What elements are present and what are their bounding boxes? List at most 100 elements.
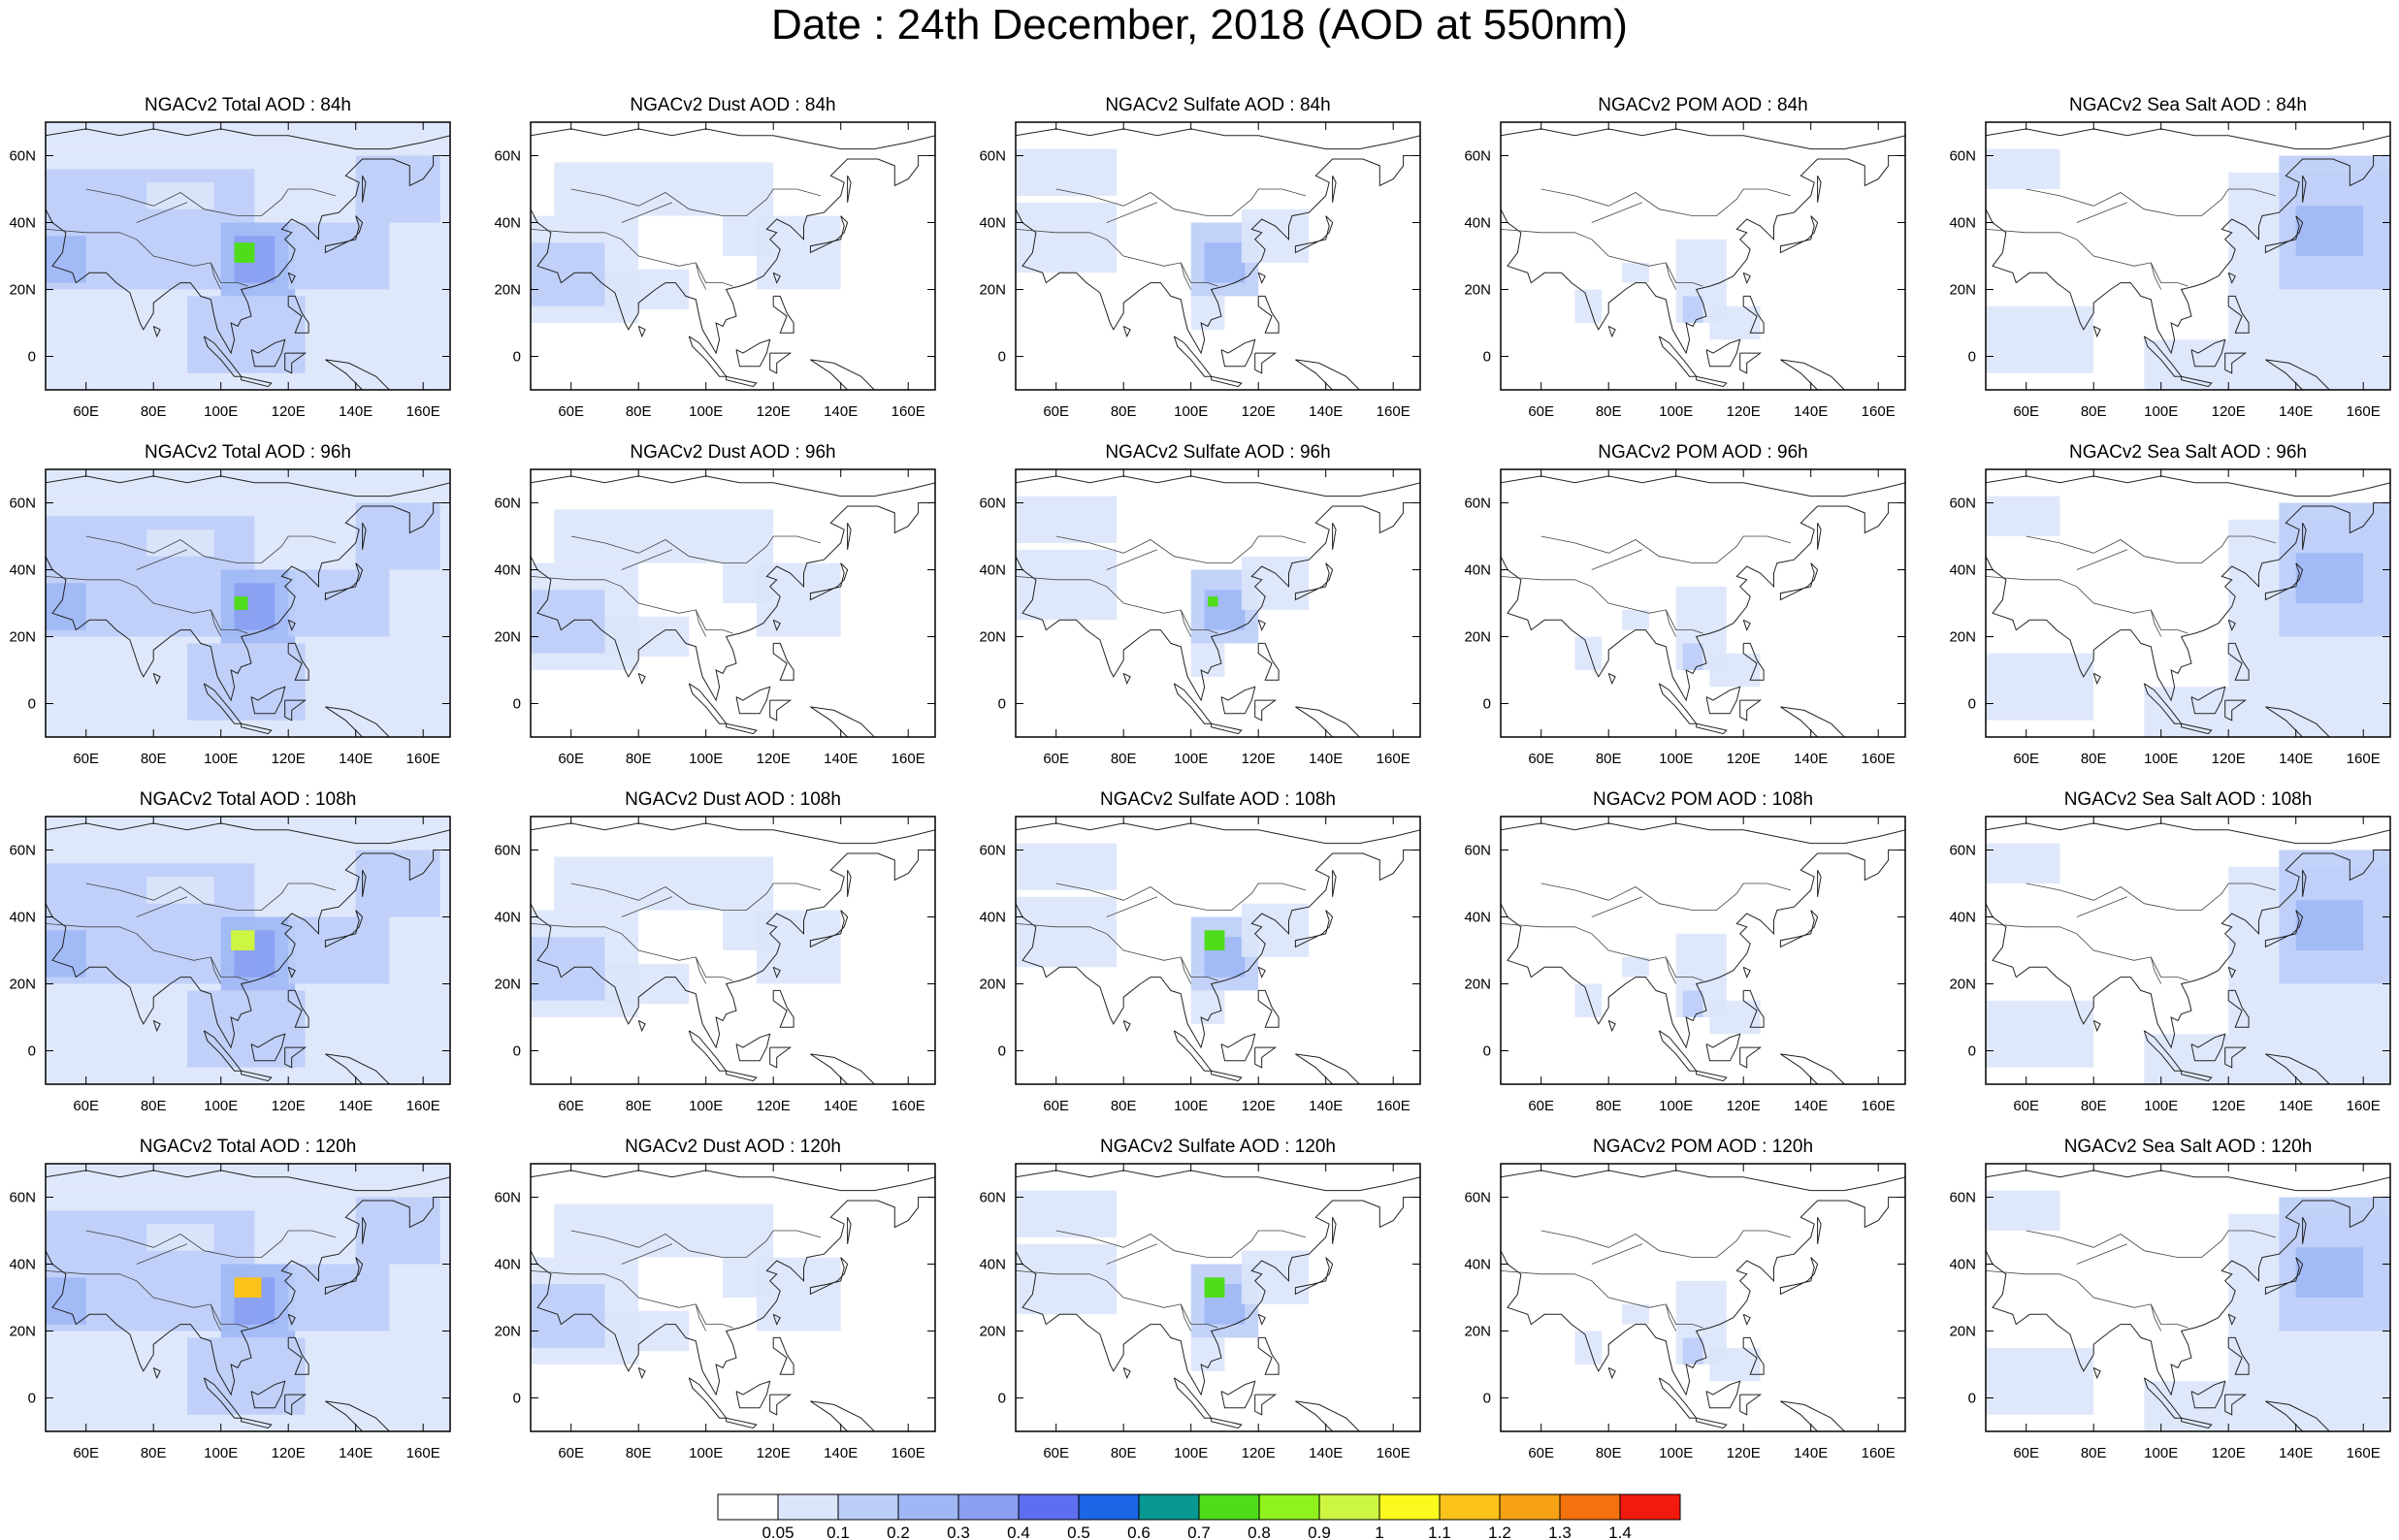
- island-outline: [362, 1216, 367, 1244]
- panel-frame: [1985, 121, 2391, 391]
- aod-shading: [1016, 148, 1118, 196]
- lon-tick-label: 140E: [2279, 751, 2313, 767]
- colorbar-label: 1.2: [1488, 1524, 1511, 1540]
- aod-shading: [288, 1264, 390, 1331]
- lon-tick-label: 120E: [1727, 403, 1761, 420]
- lat-tick-label: 60N: [979, 496, 1006, 512]
- country-border: [570, 188, 822, 216]
- colorbar-swatch: [1318, 1493, 1380, 1521]
- island-outline: [287, 1313, 296, 1326]
- island-outline: [772, 1336, 794, 1375]
- lon-tick-label: 80E: [1111, 751, 1137, 767]
- island-outline: [1220, 1033, 1256, 1062]
- country-border: [1055, 1230, 1307, 1258]
- lon-tick-label: 100E: [689, 403, 723, 420]
- country-border: [1540, 1230, 1792, 1258]
- aod-shading: [531, 590, 605, 654]
- island-outline: [2227, 1313, 2236, 1326]
- country-border: [2026, 1230, 2277, 1258]
- panel-frame: [1015, 468, 1421, 738]
- aod-shading: [146, 877, 214, 904]
- aod-shading: [1622, 956, 1649, 978]
- coastline: [1016, 850, 1420, 1049]
- lon-tick-label: 100E: [1174, 1098, 1208, 1114]
- coastline: [1501, 502, 1905, 702]
- lon-tick-label: 140E: [824, 403, 858, 420]
- lon-tick-label: 140E: [1309, 751, 1343, 767]
- coastline: [1501, 850, 1905, 1049]
- lat-tick-label: 40N: [979, 910, 1006, 926]
- island-outline: [1173, 683, 1213, 724]
- aod-shading: [1204, 590, 1246, 630]
- island-outline: [2181, 722, 2213, 735]
- map-panel-r2-c4: NGACv2 POM AOD : 96h 60E 80E 100E 120E 140E 16…: [1464, 442, 1906, 767]
- aod-shading: [723, 1257, 774, 1298]
- country-border: [1180, 956, 1192, 984]
- map-panel-r2-c5: NGACv2 Sea Salt AOD : 96h 60E 80E 100E 120E 1…: [1949, 442, 2391, 767]
- island-outline: [2190, 1033, 2226, 1062]
- lon-tick-label: 140E: [1794, 751, 1828, 767]
- aod-shading: [1016, 896, 1118, 968]
- lon-tick-label: 100E: [689, 1445, 723, 1461]
- island-outline: [1607, 1366, 1616, 1380]
- coastline: [1501, 822, 1905, 845]
- island-outline: [2302, 1216, 2307, 1244]
- aod-shading: [46, 469, 450, 497]
- coastline: [1016, 128, 1420, 150]
- country-border: [1501, 229, 1703, 287]
- lat-tick-label: 20N: [1464, 629, 1491, 646]
- country-border: [85, 882, 337, 911]
- country-border: [621, 896, 673, 917]
- island-outline: [2143, 683, 2183, 724]
- lon-tick-label: 140E: [1794, 1098, 1828, 1114]
- island-outline: [809, 910, 849, 948]
- lon-tick-label: 160E: [2347, 1445, 2381, 1461]
- lon-tick-label: 120E: [272, 403, 306, 420]
- lat-tick-label: 40N: [1949, 1257, 1976, 1273]
- lon-tick-label: 80E: [1596, 1445, 1622, 1461]
- panel-frame: [530, 468, 936, 738]
- island-outline: [772, 642, 794, 681]
- lat-tick-label: 40N: [494, 910, 521, 926]
- panel-title: NGACv2 Dust AOD : 96h: [630, 442, 835, 463]
- aod-shading: [1986, 148, 2060, 189]
- country-border: [1501, 1270, 1703, 1329]
- lat-tick-label: 0: [1968, 696, 1976, 713]
- lon-tick-label: 120E: [2212, 1098, 2246, 1114]
- island-outline: [2227, 642, 2250, 681]
- island-outline: [2264, 1257, 2304, 1296]
- island-outline: [726, 1417, 758, 1429]
- aod-hotspot: [1204, 930, 1225, 950]
- island-outline: [1122, 325, 1131, 338]
- country-border: [2150, 1303, 2162, 1331]
- lon-tick-label: 120E: [272, 751, 306, 767]
- island-outline: [726, 1070, 758, 1082]
- lon-tick-label: 140E: [824, 1445, 858, 1461]
- lon-tick-label: 80E: [626, 1098, 652, 1114]
- island-outline: [847, 522, 852, 550]
- country-border: [210, 1303, 222, 1331]
- island-outline: [1257, 642, 1280, 681]
- lat-tick-label: 20N: [1464, 1324, 1491, 1340]
- island-outline: [203, 1377, 243, 1419]
- lon-tick-label: 140E: [824, 1098, 858, 1114]
- lat-tick-label: 0: [513, 696, 521, 713]
- aod-shading: [1016, 1190, 1118, 1237]
- aod-shading: [1574, 289, 1603, 323]
- island-outline: [1607, 1019, 1616, 1033]
- lon-tick-label: 160E: [1377, 1098, 1410, 1114]
- island-outline: [769, 1046, 793, 1069]
- panel-frame: [1015, 1163, 1421, 1432]
- island-outline: [324, 562, 364, 601]
- lat-tick-label: 60N: [9, 496, 36, 512]
- island-outline: [324, 1257, 364, 1296]
- island-outline: [2264, 215, 2304, 254]
- lon-tick-label: 80E: [1596, 751, 1622, 767]
- aod-shading: [1986, 843, 2060, 883]
- island-outline: [1173, 1377, 1213, 1419]
- aod-shading: [723, 215, 774, 256]
- country-border: [2150, 956, 2162, 984]
- lat-tick-label: 40N: [1949, 215, 1976, 232]
- aod-shading: [723, 910, 774, 950]
- island-outline: [1742, 295, 1765, 334]
